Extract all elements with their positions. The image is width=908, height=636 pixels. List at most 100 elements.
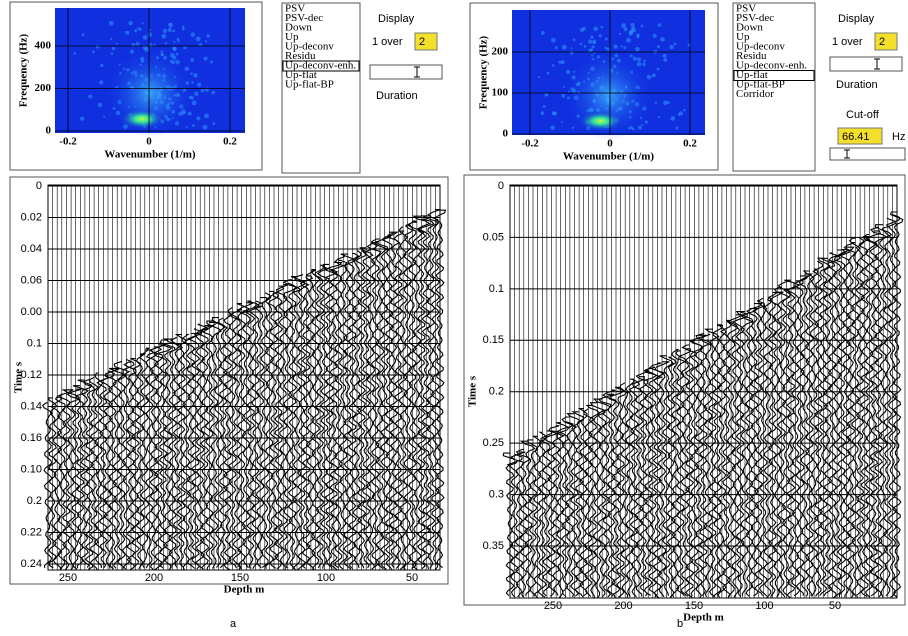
y-tick-label: 0.25 — [483, 437, 504, 449]
x-tick-label: 150 — [685, 600, 703, 612]
spectrum-speckle — [673, 42, 677, 46]
spectrum-speckle — [209, 60, 213, 64]
spectrum-speckle — [167, 27, 172, 32]
list-item[interactable]: Down — [736, 22, 763, 34]
x-tick-label: 150 — [231, 572, 249, 584]
spectrum-speckle — [644, 120, 648, 124]
spectrum-speckle — [141, 22, 144, 25]
slider-thumb[interactable] — [874, 58, 880, 70]
over-label: 1 over — [372, 36, 403, 48]
seismic-wiggles — [502, 211, 904, 599]
spectrum-speckle — [197, 82, 202, 87]
duration-label: Duration — [836, 79, 878, 91]
cutoff-input[interactable] — [837, 127, 883, 145]
list-item[interactable]: Up-flat-BP — [285, 79, 334, 91]
cutoff-value[interactable]: 66.41 — [842, 131, 870, 143]
y-tick-label: 0.24 — [21, 558, 42, 570]
spectrum-speckle — [654, 101, 657, 104]
spectrum-speckle — [190, 32, 196, 37]
spectrum-speckle — [544, 92, 549, 97]
slider-thumb[interactable] — [414, 66, 420, 78]
y-tick-label: 0.16 — [21, 432, 42, 444]
spectrum-speckle — [675, 126, 679, 130]
display-label: Display — [378, 13, 415, 25]
list-item[interactable]: Up — [736, 31, 750, 43]
x-tick-label: 50 — [406, 572, 418, 584]
spectrum-speckle — [116, 42, 119, 45]
spectrum-speckle — [200, 88, 205, 93]
x-tick-label: 0.2 — [683, 138, 697, 150]
spectrum-speckle — [172, 29, 176, 33]
spectrum-speckle — [181, 25, 185, 29]
x-tick-label: 250 — [544, 600, 562, 612]
spectrum-speckle — [560, 121, 563, 124]
list-item[interactable]: Residu — [285, 50, 316, 62]
list-item[interactable]: Up-deconv-enh. — [285, 60, 356, 72]
list-item[interactable]: Up-flat — [285, 69, 317, 81]
list-item[interactable]: PSV-dec — [285, 12, 323, 24]
spectrum-speckle — [542, 105, 546, 108]
spectrum-speckle — [204, 40, 208, 43]
duration-slider[interactable] — [369, 64, 443, 80]
y-tick-label: 0.00 — [21, 306, 42, 318]
x-tick-label: 0.2 — [223, 136, 237, 148]
spectrum-speckle — [592, 41, 596, 45]
spectrum-speckle — [185, 126, 188, 129]
over-input[interactable] — [414, 32, 438, 51]
seismic-wiggles — [41, 209, 447, 571]
slider-thumb[interactable] — [844, 149, 850, 159]
spectrum-speckle — [95, 44, 100, 49]
spectrum-speckle — [162, 28, 168, 34]
spectrum-speckle — [540, 30, 545, 35]
cutoff-slider[interactable] — [829, 147, 906, 161]
duration-slider[interactable] — [829, 56, 903, 72]
list-item[interactable]: Down — [285, 22, 312, 34]
over-label: 1 over — [832, 36, 863, 48]
list-selection — [733, 70, 815, 81]
spectrum-speckle — [593, 26, 598, 32]
spectrum-speckle — [177, 39, 180, 43]
list-item[interactable]: Up-flat — [736, 69, 768, 81]
spectrum-speckle — [125, 30, 130, 35]
x-tick-label: -0.2 — [521, 138, 539, 150]
spectrum-speckle — [551, 64, 555, 67]
spectrum-speckle — [642, 62, 646, 67]
list-item[interactable]: Up-flat-BP — [736, 79, 785, 91]
panel: 200 100 0 -0.2 0 0.2 Wavenumber (1/m) Frequency… — [463, 2, 906, 630]
y-tick-label: 100 — [492, 87, 509, 99]
list-item[interactable]: Up-deconv — [736, 41, 785, 53]
spectrum-speckle — [202, 124, 208, 130]
y-tick-label: 0.10 — [21, 463, 42, 475]
list-item[interactable]: PSV — [736, 3, 756, 15]
spectrum-speckle — [558, 60, 562, 64]
spectrum-speckle — [211, 90, 216, 95]
spectrum-speckle — [613, 44, 618, 49]
spectrum-speckle — [551, 111, 556, 116]
y-tick-label: 0 — [503, 128, 509, 140]
over-value[interactable]: 2 — [879, 36, 885, 48]
y-axis-label: Frequency (Hz) — [18, 33, 30, 107]
list-item[interactable]: Up-deconv — [285, 41, 334, 53]
spectrum-speckle — [195, 36, 201, 42]
x-tick-label: 200 — [614, 600, 632, 612]
spectrum-speckle — [630, 22, 635, 28]
spectrum-speckle — [628, 31, 634, 36]
spectrum-speckle — [137, 27, 141, 30]
over-value[interactable]: 2 — [419, 36, 425, 48]
spectrum-speckle — [660, 37, 665, 42]
over-input[interactable] — [874, 32, 898, 51]
spectrum-speckle — [91, 50, 95, 54]
list-item[interactable]: PSV-dec — [736, 12, 774, 24]
spectrum-speckle — [635, 47, 640, 52]
x-axis-label: Wavenumber (1/m) — [563, 151, 654, 163]
list-item[interactable]: Residu — [736, 50, 767, 62]
list-item[interactable]: Up — [285, 31, 299, 43]
spectrum-speckle — [683, 108, 686, 112]
spectrum-speckle — [110, 52, 114, 55]
spectrum-speckle — [636, 33, 640, 38]
list-item[interactable]: PSV — [285, 3, 305, 15]
list-item[interactable]: Corridor — [736, 88, 774, 100]
spectrum-speckle — [142, 35, 148, 40]
list-item[interactable]: Up-deconv-enh. — [736, 60, 807, 72]
spectrum-speckle — [662, 53, 667, 58]
